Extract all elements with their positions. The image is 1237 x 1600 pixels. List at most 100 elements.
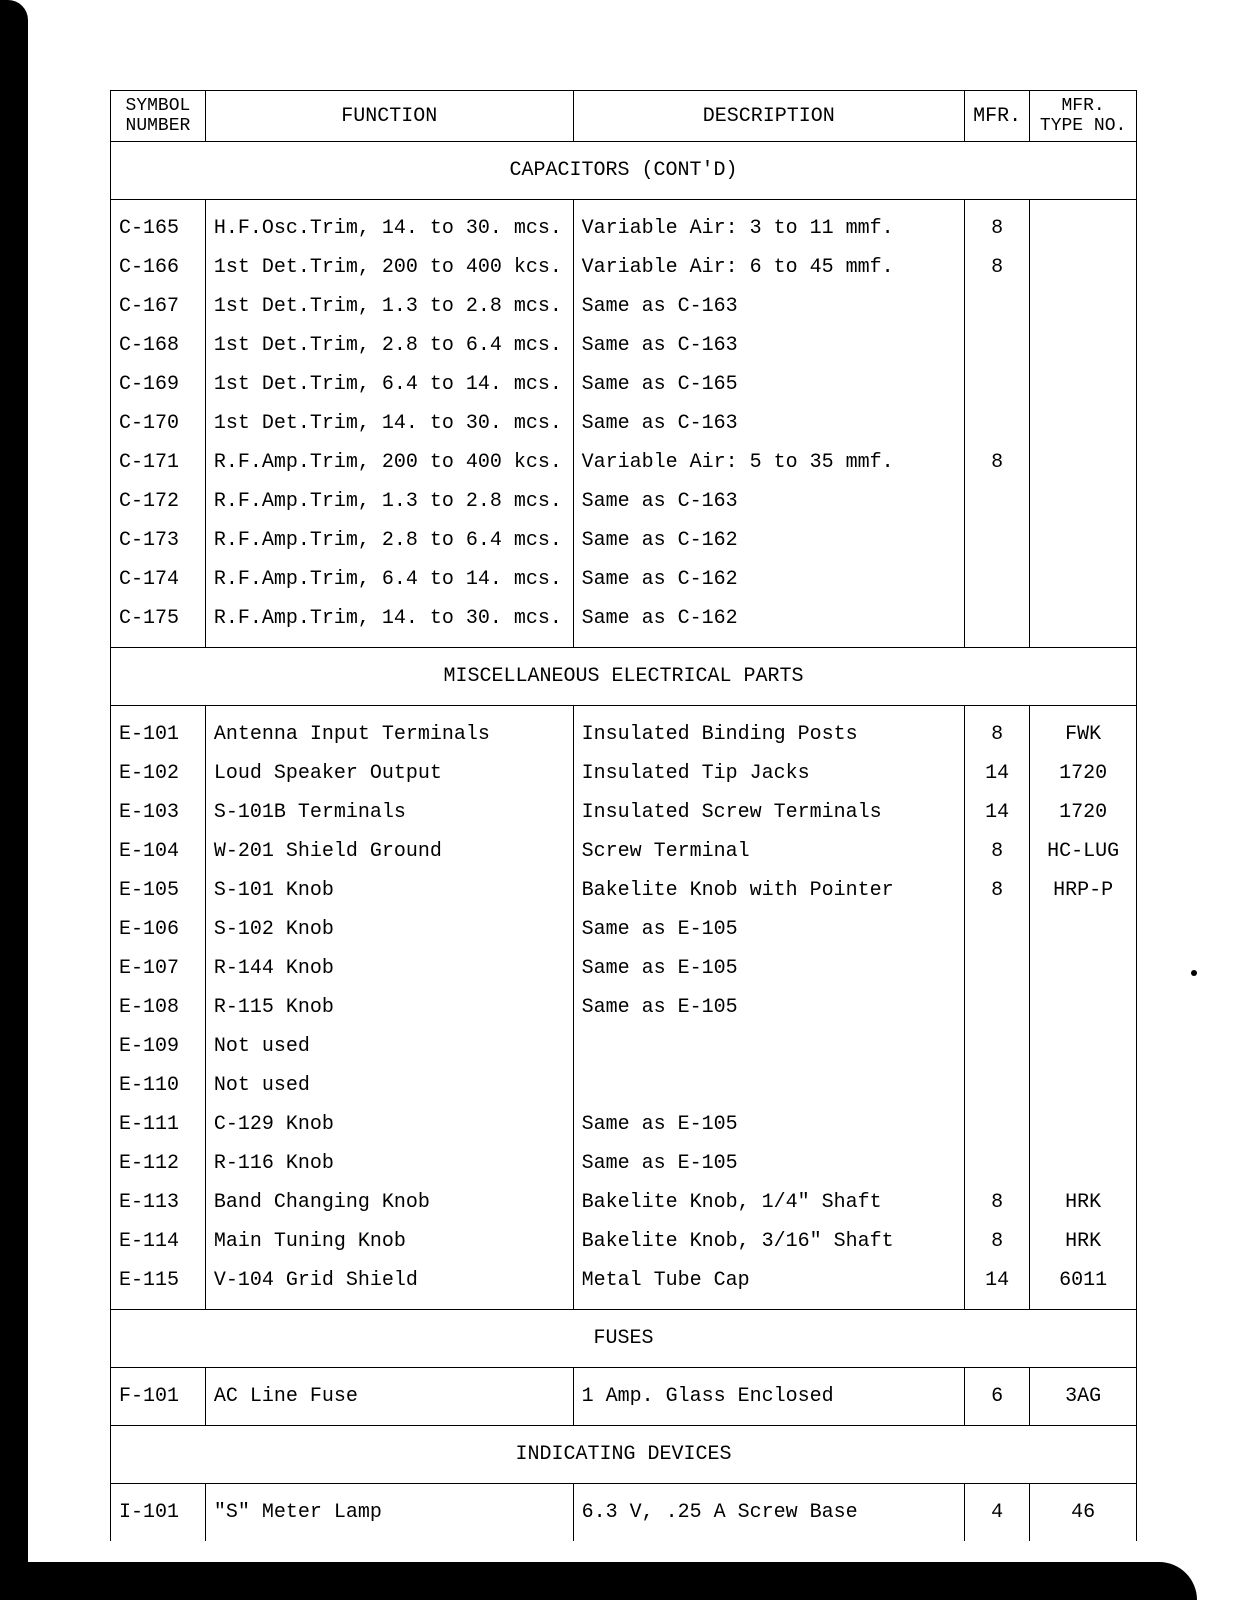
cell-function: Not used (205, 1027, 573, 1066)
cell-description: Metal Tube Cap (573, 1261, 964, 1310)
cell-mfr-type (1030, 287, 1137, 326)
cell-description: Same as C-163 (573, 482, 964, 521)
cell-description: Insulated Binding Posts (573, 705, 964, 754)
table-row: C-171R.F.Amp.Trim, 200 to 400 kcs.Variab… (111, 443, 1137, 482)
cell-mfr (964, 287, 1029, 326)
cell-function: H.F.Osc.Trim, 14. to 30. mcs. (205, 199, 573, 248)
cell-function: 1st Det.Trim, 2.8 to 6.4 mcs. (205, 326, 573, 365)
scan-artifact-bottom (0, 1562, 1197, 1600)
table-row: C-173R.F.Amp.Trim, 2.8 to 6.4 mcs.Same a… (111, 521, 1137, 560)
cell-mfr-type (1030, 521, 1137, 560)
cell-mfr: 14 (964, 1261, 1029, 1310)
table-row: E-106S-102 KnobSame as E-105 (111, 910, 1137, 949)
cell-mfr-type (1030, 199, 1137, 248)
section-title-row: INDICATING DEVICES (111, 1425, 1137, 1483)
table-row: E-115V-104 Grid ShieldMetal Tube Cap1460… (111, 1261, 1137, 1310)
cell-description: Variable Air: 3 to 11 mmf. (573, 199, 964, 248)
cell-mfr: 8 (964, 705, 1029, 754)
table-row: C-165H.F.Osc.Trim, 14. to 30. mcs.Variab… (111, 199, 1137, 248)
table-row: E-103S-101B TerminalsInsulated Screw Ter… (111, 793, 1137, 832)
cell-mfr (964, 404, 1029, 443)
cell-symbol: C-171 (111, 443, 206, 482)
cell-mfr-type (1030, 949, 1137, 988)
cell-mfr: 8 (964, 443, 1029, 482)
cell-function: Main Tuning Knob (205, 1222, 573, 1261)
cell-mfr (964, 910, 1029, 949)
cell-mfr-type: 1720 (1030, 793, 1137, 832)
cell-mfr-type: 6011 (1030, 1261, 1137, 1310)
table-row: I-101"S" Meter Lamp6.3 V, .25 A Screw Ba… (111, 1483, 1137, 1541)
cell-mfr: 6 (964, 1367, 1029, 1425)
cell-function: Antenna Input Terminals (205, 705, 573, 754)
cell-function: Loud Speaker Output (205, 754, 573, 793)
cell-description: Screw Terminal (573, 832, 964, 871)
cell-symbol: C-165 (111, 199, 206, 248)
cell-mfr-type: HRP-P (1030, 871, 1137, 910)
cell-function: Not used (205, 1066, 573, 1105)
cell-mfr-type: 3AG (1030, 1367, 1137, 1425)
table-row: C-175R.F.Amp.Trim, 14. to 30. mcs.Same a… (111, 599, 1137, 648)
section-title: FUSES (111, 1309, 1137, 1367)
table-row: E-108R-115 KnobSame as E-105 (111, 988, 1137, 1027)
cell-function: V-104 Grid Shield (205, 1261, 573, 1310)
table-row: E-110Not used (111, 1066, 1137, 1105)
cell-symbol: I-101 (111, 1483, 206, 1541)
cell-symbol: E-103 (111, 793, 206, 832)
cell-description (573, 1066, 964, 1105)
cell-description: Same as C-162 (573, 521, 964, 560)
table-row: E-109Not used (111, 1027, 1137, 1066)
table-row: E-114Main Tuning KnobBakelite Knob, 3/16… (111, 1222, 1137, 1261)
cell-mfr-type (1030, 443, 1137, 482)
cell-function: 1st Det.Trim, 14. to 30. mcs. (205, 404, 573, 443)
table-row: E-113Band Changing KnobBakelite Knob, 1/… (111, 1183, 1137, 1222)
cell-mfr-type (1030, 599, 1137, 648)
header-mfr-type: MFR. TYPE NO. (1030, 91, 1137, 142)
table-row: E-112R-116 KnobSame as E-105 (111, 1144, 1137, 1183)
cell-mfr: 8 (964, 832, 1029, 871)
cell-function: 1st Det.Trim, 200 to 400 kcs. (205, 248, 573, 287)
cell-mfr-type: HRK (1030, 1183, 1137, 1222)
cell-symbol: E-107 (111, 949, 206, 988)
cell-description: Insulated Tip Jacks (573, 754, 964, 793)
cell-symbol: C-166 (111, 248, 206, 287)
cell-mfr: 8 (964, 199, 1029, 248)
cell-function: AC Line Fuse (205, 1367, 573, 1425)
cell-mfr: 8 (964, 1183, 1029, 1222)
section-title-row: FUSES (111, 1309, 1137, 1367)
cell-description: Variable Air: 5 to 35 mmf. (573, 443, 964, 482)
cell-mfr-type (1030, 365, 1137, 404)
header-function: FUNCTION (205, 91, 573, 142)
cell-description: Same as E-105 (573, 988, 964, 1027)
parts-table-header: SYMBOL NUMBER FUNCTION DESCRIPTION MFR. … (111, 91, 1137, 142)
table-row: C-1671st Det.Trim, 1.3 to 2.8 mcs.Same a… (111, 287, 1137, 326)
cell-mfr: 8 (964, 871, 1029, 910)
table-row: F-101AC Line Fuse1 Amp. Glass Enclosed63… (111, 1367, 1137, 1425)
cell-symbol: E-115 (111, 1261, 206, 1310)
cell-mfr: 14 (964, 793, 1029, 832)
scan-artifact-speck (1191, 970, 1197, 976)
cell-mfr (964, 482, 1029, 521)
cell-description: Variable Air: 6 to 45 mmf. (573, 248, 964, 287)
table-row: C-1701st Det.Trim, 14. to 30. mcs.Same a… (111, 404, 1137, 443)
cell-symbol: C-168 (111, 326, 206, 365)
cell-description: Same as C-163 (573, 287, 964, 326)
table-row: E-104W-201 Shield GroundScrew Terminal8H… (111, 832, 1137, 871)
cell-mfr (964, 949, 1029, 988)
cell-mfr-type (1030, 1144, 1137, 1183)
cell-function: R-144 Knob (205, 949, 573, 988)
cell-symbol: E-112 (111, 1144, 206, 1183)
cell-description: 1 Amp. Glass Enclosed (573, 1367, 964, 1425)
cell-function: 1st Det.Trim, 6.4 to 14. mcs. (205, 365, 573, 404)
cell-mfr (964, 1144, 1029, 1183)
cell-description (573, 1027, 964, 1066)
cell-symbol: E-102 (111, 754, 206, 793)
cell-symbol: E-108 (111, 988, 206, 1027)
cell-mfr-type (1030, 404, 1137, 443)
cell-function: R.F.Amp.Trim, 1.3 to 2.8 mcs. (205, 482, 573, 521)
cell-function: 1st Det.Trim, 1.3 to 2.8 mcs. (205, 287, 573, 326)
cell-symbol: E-111 (111, 1105, 206, 1144)
cell-symbol: E-104 (111, 832, 206, 871)
cell-mfr (964, 1066, 1029, 1105)
section-title: MISCELLANEOUS ELECTRICAL PARTS (111, 647, 1137, 705)
cell-mfr-type (1030, 1105, 1137, 1144)
